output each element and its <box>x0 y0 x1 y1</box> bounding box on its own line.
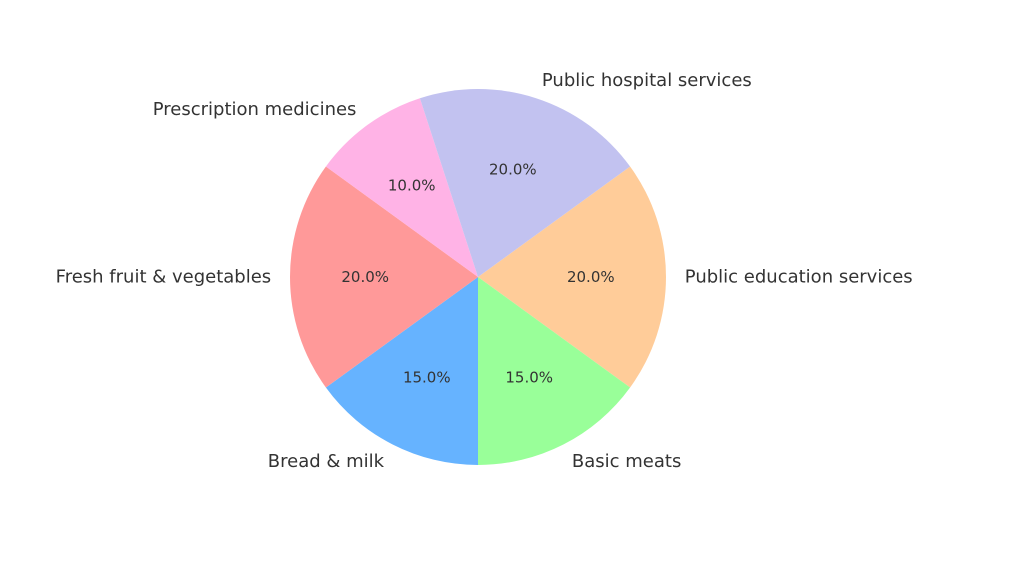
pie-slice-public-hospital-services <box>419 89 631 278</box>
pie-slice-fresh-fruit-vegetables <box>290 166 478 388</box>
pie-pct-label-prescription-medicines: 10.0% <box>388 177 436 195</box>
pie-category-label-public-hospital-services: Public hospital services <box>542 70 752 91</box>
pie-slice-public-education-services <box>478 166 667 388</box>
pie-category-label-prescription-medicines: Prescription medicines <box>153 99 357 120</box>
pie-category-label-public-education-services: Public education services <box>685 267 913 288</box>
pie-pct-label-bread-milk: 15.0% <box>403 369 451 387</box>
pie-slice-prescription-medicines <box>325 98 478 277</box>
pie-slice-basic-meats <box>478 277 631 465</box>
pie-slice-bread-milk <box>325 277 478 465</box>
pie-pct-label-public-education-services: 20.0% <box>567 268 615 286</box>
pie-category-label-bread-milk: Bread & milk <box>268 451 385 472</box>
pie-category-label-basic-meats: Basic meats <box>572 451 681 472</box>
pie-pct-label-basic-meats: 15.0% <box>505 369 553 387</box>
pie-category-label-fresh-fruit-vegetables: Fresh fruit & vegetables <box>56 267 272 288</box>
pie-pct-label-fresh-fruit-vegetables: 20.0% <box>341 268 389 286</box>
pie-pct-label-public-hospital-services: 20.0% <box>489 161 537 179</box>
